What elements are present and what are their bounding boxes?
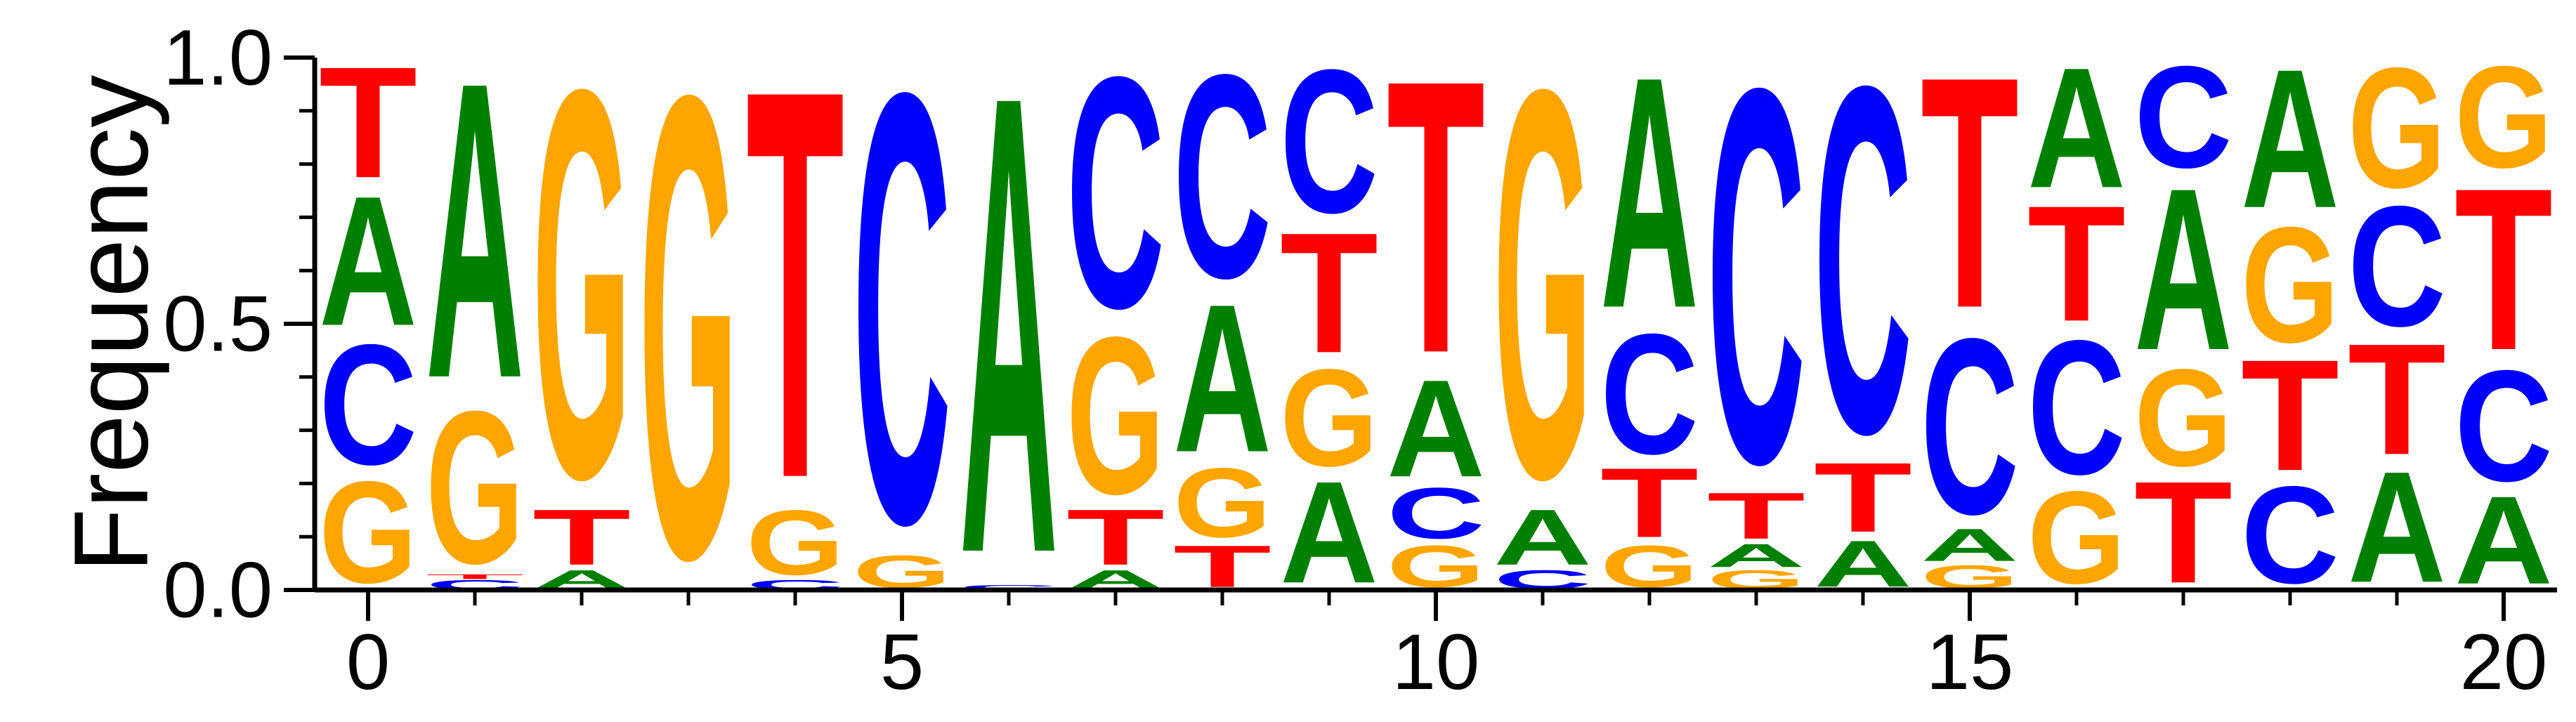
logo-letter-G: G (1173, 448, 1271, 558)
logo-letter-T: T (1921, 8, 2019, 377)
logo-letter-T: T (1814, 442, 1912, 553)
x-tick-label: 20 (2460, 618, 2548, 706)
logo-letter-G: G (1280, 341, 1378, 496)
logo-letter-C: C (1814, 0, 1912, 537)
logo-letter-T: T (1387, 0, 1485, 434)
logo-letter-G: G (1493, 0, 1592, 594)
logo-letter-G: G (532, 0, 631, 594)
x-tick-label: 0 (346, 618, 390, 706)
logo-letter-G: G (639, 0, 738, 696)
logo-letter-G: G (2454, 37, 2553, 199)
logo-letter-G: G (426, 366, 524, 609)
logo-letter-C: C (1387, 472, 1485, 553)
logo-letter-T: T (746, 0, 844, 594)
logo-letter-C: C (960, 584, 1058, 591)
logo-letter-C: C (1173, 15, 1271, 339)
logo-letter-C: C (853, 0, 951, 652)
logo-letter-G: G (2027, 464, 2126, 612)
y-tick-label: 0.0 (163, 546, 273, 634)
logo-letter-T: T (1280, 197, 1378, 389)
logo-letter-C: C (2134, 37, 2232, 198)
logo-letter-C: C (2027, 301, 2126, 515)
logo-letter-A: A (1707, 537, 1805, 575)
y-tick-label: 0.5 (163, 280, 273, 368)
y-tick-label: 1.0 (163, 14, 273, 102)
logo-letter-A: A (2241, 29, 2339, 250)
logo-letter-A: A (426, 0, 524, 466)
logo-letter-T: T (2134, 452, 2232, 613)
x-tick-label: 10 (1392, 618, 1480, 706)
logo-letter-G: G (746, 491, 844, 594)
logo-letter-A: A (960, 0, 1058, 690)
logo-letter-T: T (2454, 140, 2553, 399)
logo-letter-C: C (1600, 298, 1699, 490)
logo-letter-T: T (2241, 327, 2339, 504)
logo-letter-T: T (426, 573, 524, 581)
y-ticks: 0.0 0.5 1.0 (163, 14, 315, 634)
logo-letter-T: T (532, 494, 631, 582)
logo-letter-A: A (319, 157, 417, 364)
x-ticks: 0 5 10 15 20 (346, 590, 2547, 706)
logo-letter-C: C (1280, 27, 1378, 256)
logo-letter-C: C (2454, 337, 2553, 514)
logo-letter-A: A (1280, 452, 1378, 613)
logo-letter-A: A (2134, 141, 2232, 399)
logo-letter-C: C (1707, 0, 1805, 575)
logo-letter-C: C (2241, 458, 2339, 612)
logo-letter-T: T (1707, 480, 1805, 553)
logo-letter-A: A (2454, 471, 2553, 610)
logo-letter-C: C (1066, 9, 1165, 377)
logo-letter-T: T (2027, 172, 2126, 356)
logo-letter-T: T (1066, 494, 1165, 582)
logo-letter-G: G (319, 452, 417, 615)
logo-letter-G: G (1066, 289, 1165, 540)
logo-letter-C: C (1921, 286, 2019, 566)
logo-letter-A: A (1921, 519, 2019, 571)
logo-letter-A: A (2027, 32, 2126, 224)
logo-letter-T: T (319, 34, 417, 211)
logo-letter-T: T (1600, 448, 1699, 558)
logo-letter-G: G (2241, 194, 2339, 378)
x-tick-label: 5 (880, 618, 924, 706)
logo-letter-G: G (2134, 341, 2232, 496)
logo-letter-A: A (2348, 438, 2446, 615)
logo-letter-A: A (1493, 493, 1592, 582)
logo-letter-C: C (319, 308, 417, 501)
x-tick-label: 15 (1926, 618, 2014, 706)
logo-letter-C: C (2348, 170, 2446, 362)
logo-letter-G: G (2348, 32, 2446, 223)
logo-letter-T: T (2348, 311, 2446, 488)
logo-letter-A: A (1387, 351, 1485, 506)
logo-letter-A: A (1173, 260, 1271, 497)
logo-letter-A: A (1600, 9, 1699, 377)
y-axis-title: Frequency (52, 75, 170, 573)
